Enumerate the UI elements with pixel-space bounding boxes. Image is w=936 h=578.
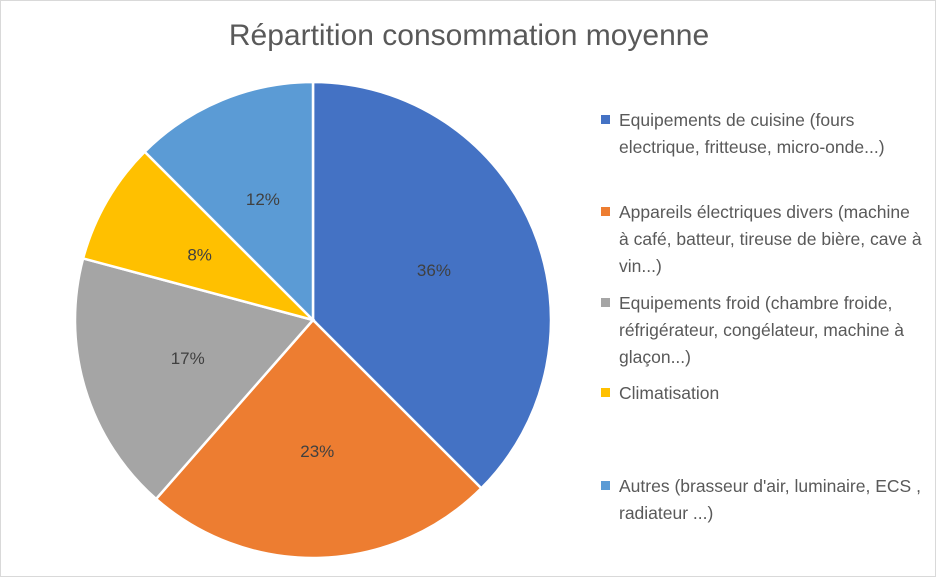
chart-title: Répartition consommation moyenne bbox=[228, 19, 710, 52]
slice-appareils bbox=[154, 318, 484, 560]
slice-cuisine bbox=[311, 80, 553, 491]
slice-data-label: 12% bbox=[246, 190, 280, 209]
slice-data-label: 8% bbox=[187, 246, 212, 265]
legend-swatch bbox=[601, 388, 610, 397]
legend-swatch bbox=[601, 481, 610, 490]
legend-swatch bbox=[601, 298, 610, 307]
slice-data-label: 17% bbox=[171, 349, 205, 368]
slice-data-label: 23% bbox=[300, 442, 334, 461]
legend-swatch bbox=[601, 207, 610, 216]
legend-label: Equipements de cuisine (fours electrique… bbox=[619, 110, 885, 157]
slice-froid bbox=[73, 256, 316, 501]
legend-label: Climatisation bbox=[619, 383, 720, 403]
legend-label: Appareils électriques divers (machine à … bbox=[619, 202, 922, 276]
slice-climatisation bbox=[81, 149, 318, 323]
legend-swatch bbox=[601, 115, 610, 124]
slice-autres bbox=[142, 80, 315, 324]
legend-label: Autres (brasseur d'air, luminaire, ECS ,… bbox=[619, 476, 921, 523]
slice-data-label: 36% bbox=[417, 261, 451, 280]
legend-label: Equipements froid (chambre froide, réfri… bbox=[619, 293, 905, 367]
